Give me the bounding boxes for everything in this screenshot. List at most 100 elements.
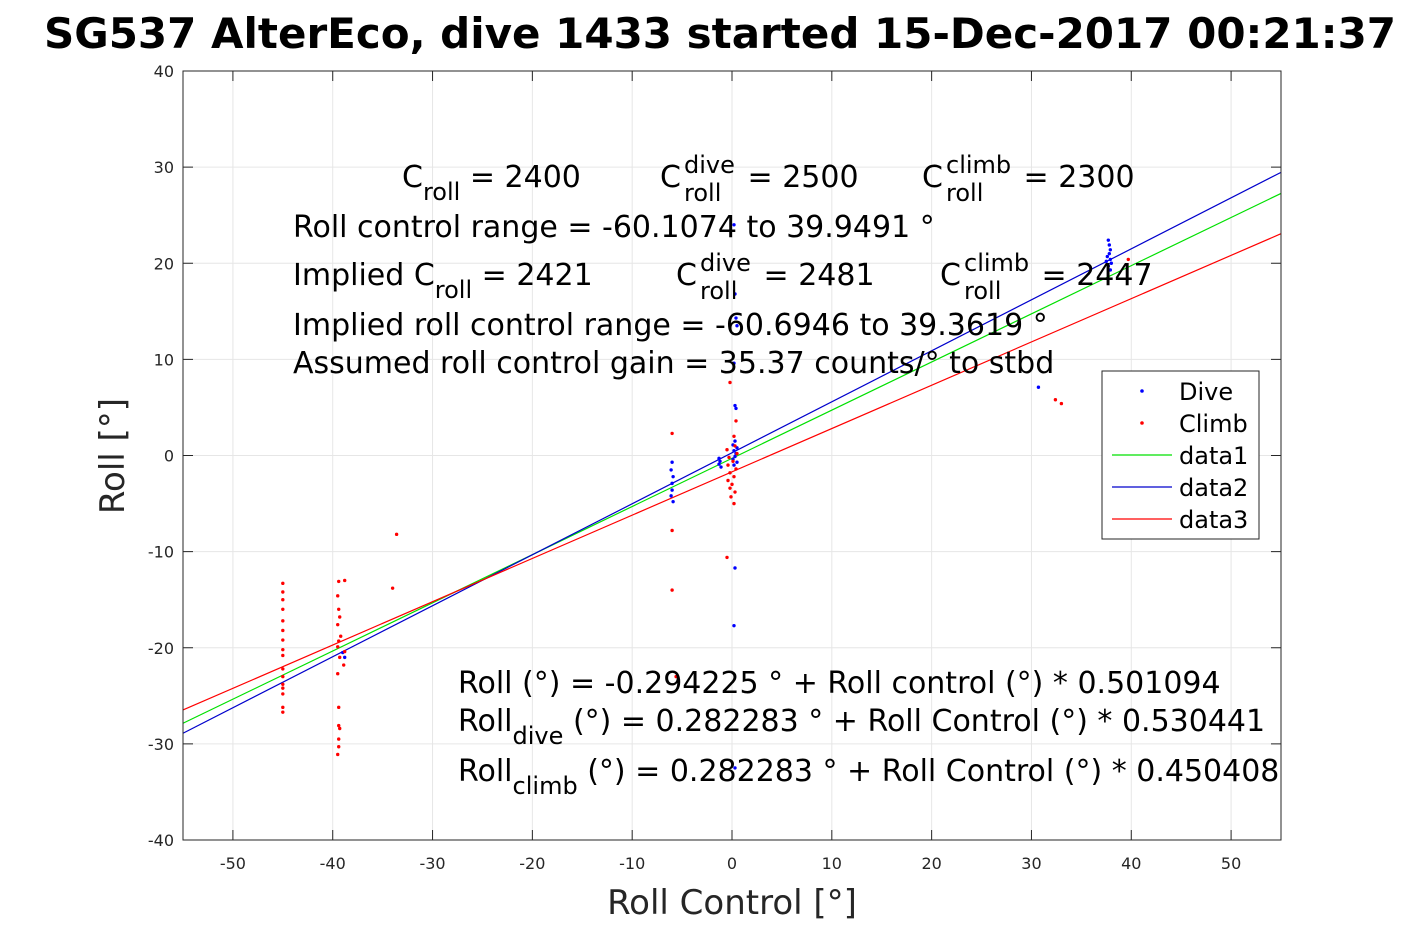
point-dive	[670, 460, 674, 464]
annotation-fit: Roll (°) = -0.294225 ° + Roll control (°…	[458, 666, 1221, 701]
legend-label-climb: Climb	[1179, 410, 1248, 438]
y-tick-label: 0	[164, 447, 174, 466]
point-dive	[735, 460, 739, 464]
legend-entry-data2: data2	[1112, 474, 1248, 502]
legend-label-data1: data1	[1179, 442, 1248, 470]
legend-marker-dive	[1140, 389, 1144, 393]
point-climb	[733, 444, 737, 448]
chart-title: SG537 AlterEco, dive 1433 started 15-Dec…	[44, 9, 1396, 58]
point-dive	[717, 456, 721, 461]
point-climb	[336, 752, 340, 757]
point-climb	[728, 380, 732, 385]
point-dive	[719, 465, 723, 469]
point-climb	[281, 597, 285, 602]
point-dive	[733, 766, 737, 770]
point-climb	[670, 528, 674, 533]
point-climb	[343, 649, 347, 654]
legend-label-data2: data2	[1179, 474, 1248, 502]
y-tick-label: -40	[148, 831, 174, 850]
point-dive	[671, 474, 675, 479]
annotation-implied-range: Implied roll control range = -60.6946 to…	[293, 308, 1048, 343]
x-tick-label: 40	[1121, 854, 1141, 873]
point-dive	[669, 494, 673, 498]
point-dive	[732, 361, 736, 365]
point-dive	[1109, 261, 1114, 265]
point-climb	[728, 471, 732, 475]
point-dive	[733, 403, 737, 408]
point-climb	[725, 448, 729, 452]
point-climb	[1053, 398, 1058, 402]
annotation-fit-dive: Rolldive (°) = 0.282283 ° + Roll Control…	[458, 704, 1265, 750]
legend-entry-climb: Climb	[1140, 410, 1248, 438]
point-climb	[281, 692, 285, 696]
point-climb	[338, 655, 342, 660]
point-climb	[725, 555, 729, 560]
point-dive	[732, 623, 736, 628]
point-climb	[734, 467, 738, 471]
point-climb	[336, 645, 340, 649]
x-tick-label: 20	[921, 854, 941, 873]
y-tick-label: 10	[154, 350, 174, 369]
axis-ticks	[183, 70, 1281, 841]
y-tick-label: -20	[148, 639, 174, 658]
x-tick-label: -10	[619, 854, 645, 873]
point-dive	[1108, 248, 1113, 252]
point-climb	[727, 455, 731, 460]
legend-marker-climb	[1140, 421, 1144, 425]
y-tick-label: 30	[154, 158, 174, 177]
point-climb	[281, 686, 285, 690]
annotation-fit-climb: Rollclimb (°) = 0.282283 ° + Roll Contro…	[458, 754, 1279, 800]
point-climb	[728, 486, 732, 490]
point-climb	[281, 682, 285, 686]
x-tick-label: -50	[220, 854, 246, 873]
point-climb	[337, 639, 341, 643]
point-climb	[337, 607, 341, 611]
point-dive	[1105, 254, 1110, 259]
point-climb	[390, 586, 395, 590]
point-climb	[342, 663, 346, 667]
point-dive	[717, 462, 721, 466]
x-tick-label: -20	[519, 854, 545, 873]
x-tick-label: 0	[727, 854, 737, 873]
point-climb	[336, 622, 340, 627]
point-climb	[281, 590, 285, 594]
point-climb	[281, 607, 285, 611]
point-climb	[670, 588, 674, 592]
y-tick-label: 20	[154, 254, 174, 273]
y-axis-label: Roll [°]	[93, 398, 133, 514]
point-dive	[732, 223, 736, 227]
point-climb	[281, 647, 285, 652]
data-points	[281, 223, 1130, 770]
point-dive	[733, 439, 737, 443]
point-climb	[1059, 401, 1064, 406]
x-tick-label: 50	[1221, 854, 1241, 873]
point-dive	[735, 324, 739, 328]
legend-entry-dive: Dive	[1140, 378, 1233, 406]
legend-label-data3: data3	[1179, 506, 1248, 534]
point-dive	[669, 468, 673, 472]
legend-entry-data3: data3	[1112, 506, 1248, 534]
point-dive	[1106, 238, 1111, 242]
point-climb	[337, 723, 341, 728]
point-dive	[343, 655, 347, 660]
point-dive	[732, 463, 736, 467]
point-climb	[338, 726, 342, 731]
point-climb	[732, 474, 736, 479]
point-dive	[1108, 268, 1113, 272]
point-dive	[1036, 385, 1041, 389]
point-dive	[733, 454, 737, 459]
point-dive	[1107, 243, 1112, 247]
point-dive	[671, 499, 675, 504]
point-dive	[670, 481, 674, 486]
legend-label-dive: Dive	[1179, 378, 1233, 406]
y-tick-label: -10	[148, 543, 174, 562]
point-climb	[343, 578, 347, 583]
point-dive	[1104, 259, 1109, 264]
point-climb	[281, 581, 285, 586]
point-dive	[718, 459, 722, 463]
fit-line-data2	[182, 171, 1282, 734]
point-dive	[1108, 257, 1113, 262]
